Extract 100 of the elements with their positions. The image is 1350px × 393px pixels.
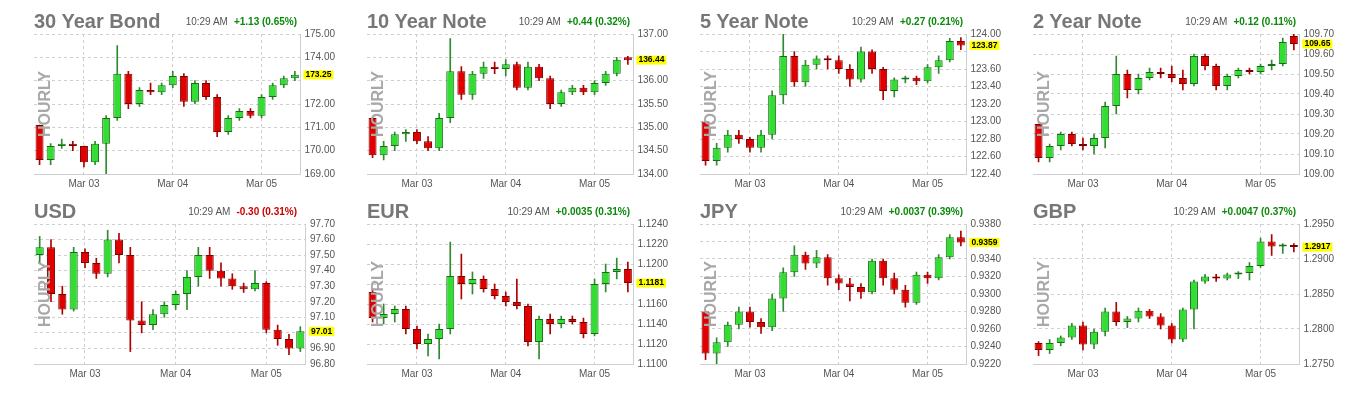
y-tick-label: 1.2750 [1303, 357, 1335, 369]
y-tick-label: 137.00 [637, 27, 669, 39]
y-tick-label: 0.9380 [970, 217, 1002, 229]
y-tick-label: 170.00 [304, 144, 336, 156]
y-tick-label: 109.50 [1303, 67, 1335, 79]
x-tick-label: Mar 05 [246, 177, 278, 189]
text: 136.44 [638, 54, 665, 65]
candlestick [612, 257, 621, 280]
y-tick-label: 1.1120 [637, 337, 668, 349]
text: 1.1181 [638, 277, 665, 288]
y-axis-title: HOURLY [702, 260, 720, 328]
y-axis-title: HOURLY [36, 70, 54, 138]
text: 109.65 [1304, 38, 1331, 49]
y-tick-label: 1.2900 [1303, 252, 1335, 264]
y-tick-label: 124.00 [970, 27, 1002, 39]
text: +0.27 (0.21%) [899, 16, 963, 27]
y-tick-label: 0.9320 [970, 270, 1002, 282]
x-tick-label: Mar 03 [401, 367, 433, 379]
text: 10:29 AM [188, 206, 231, 217]
chart-title: 30 Year Bond [34, 10, 161, 33]
x-tick-label: Mar 05 [912, 367, 944, 379]
y-tick-label: 123.20 [970, 97, 1002, 109]
x-tick-label: Mar 03 [1067, 367, 1099, 379]
y-tick-label: 123.00 [970, 115, 1002, 127]
chart-title: 10 Year Note [367, 10, 487, 33]
y-tick-label: 134.00 [637, 167, 669, 179]
x-tick-label: Mar 05 [579, 367, 611, 379]
y-tick-label: 172.00 [304, 97, 336, 109]
y-tick-label: 1.1100 [637, 357, 668, 369]
text: +0.0047 (0.37%) [1221, 206, 1296, 217]
text: 0.9359 [971, 236, 998, 247]
chart-title: 5 Year Note [700, 10, 809, 33]
x-tick-label: Mar 03 [401, 177, 433, 189]
y-tick-label: 175.00 [304, 27, 336, 39]
x-tick-label: Mar 04 [490, 367, 522, 379]
text: 10:29 AM [840, 206, 883, 217]
y-tick-label: 97.20 [309, 295, 336, 307]
candlestick [512, 278, 521, 310]
x-tick-label: Mar 03 [68, 177, 100, 189]
y-tick-label: 136.00 [637, 74, 669, 86]
y-tick-label: 0.9340 [970, 252, 1002, 264]
x-tick-label: Mar 04 [157, 177, 189, 189]
y-tick-label: 109.20 [1303, 127, 1335, 139]
y-tick-label: 0.9220 [970, 357, 1002, 369]
y-tick-label: 109.00 [1303, 167, 1335, 179]
x-tick-label: Mar 05 [1245, 367, 1277, 379]
x-tick-label: Mar 05 [579, 177, 611, 189]
y-tick-label: 174.00 [304, 51, 336, 63]
text: 10:29 AM [851, 16, 894, 27]
y-tick-label: 135.50 [637, 97, 669, 109]
x-tick-label: Mar 05 [250, 367, 283, 379]
y-tick-label: 109.60 [1303, 47, 1335, 59]
x-tick-label: Mar 04 [490, 177, 522, 189]
y-tick-label: 134.50 [637, 144, 669, 156]
y-tick-label: 0.9300 [970, 287, 1002, 299]
x-tick-label: Mar 05 [1245, 177, 1277, 189]
chart-title: 2 Year Note [1033, 10, 1142, 33]
text: +0.12 (0.11%) [1233, 16, 1296, 27]
text: 97.01 [310, 325, 333, 336]
y-tick-label: 97.10 [309, 311, 336, 323]
y-tick-label: 1.2850 [1303, 287, 1335, 299]
candlestick [1078, 137, 1087, 151]
y-tick-label: 122.40 [970, 167, 1002, 179]
y-tick-label: 1.1200 [637, 257, 669, 269]
chart-title: EUR [367, 200, 410, 223]
y-tick-label: 122.60 [970, 150, 1002, 162]
y-tick-label: 1.2950 [1303, 217, 1335, 229]
y-axis-title: HOURLY [1035, 70, 1053, 138]
text: +0.44 (0.32%) [566, 16, 630, 27]
y-tick-label: 123.60 [970, 62, 1002, 74]
text: +0.0035 (0.31%) [555, 206, 630, 217]
y-axis-title: HOURLY [369, 70, 387, 138]
y-axis-title: HOURLY [36, 260, 54, 328]
y-tick-label: 1.1140 [637, 317, 668, 329]
text: 10:29 AM [507, 206, 550, 217]
x-tick-label: Mar 04 [1156, 367, 1188, 379]
text: 1.2917 [1304, 241, 1331, 252]
chart-title: JPY [700, 200, 738, 223]
y-tick-label: 169.00 [304, 167, 336, 179]
x-tick-label: Mar 04 [1156, 177, 1188, 189]
y-tick-label: 0.9280 [970, 305, 1002, 317]
y-tick-label: 109.70 [1303, 27, 1335, 39]
chart-title: GBP [1033, 200, 1077, 223]
y-tick-label: 97.40 [309, 264, 336, 276]
y-tick-label: 96.90 [309, 342, 336, 354]
y-tick-label: 171.00 [304, 121, 336, 133]
x-tick-label: Mar 04 [823, 177, 855, 189]
y-tick-label: 97.50 [309, 248, 336, 260]
y-tick-label: 0.9240 [970, 340, 1002, 352]
y-tick-label: 97.70 [309, 217, 336, 229]
y-tick-label: 1.2800 [1303, 322, 1335, 334]
text: 123.87 [971, 39, 998, 50]
text: 10:29 AM [185, 16, 228, 27]
y-tick-label: 122.80 [970, 132, 1002, 144]
y-tick-label: 97.30 [309, 279, 336, 291]
y-tick-label: 109.10 [1303, 147, 1335, 159]
text: 10:29 AM [1185, 16, 1228, 27]
y-tick-label: 1.1240 [637, 217, 669, 229]
chart-title: USD [34, 200, 77, 223]
y-tick-label: 1.1160 [637, 297, 668, 309]
